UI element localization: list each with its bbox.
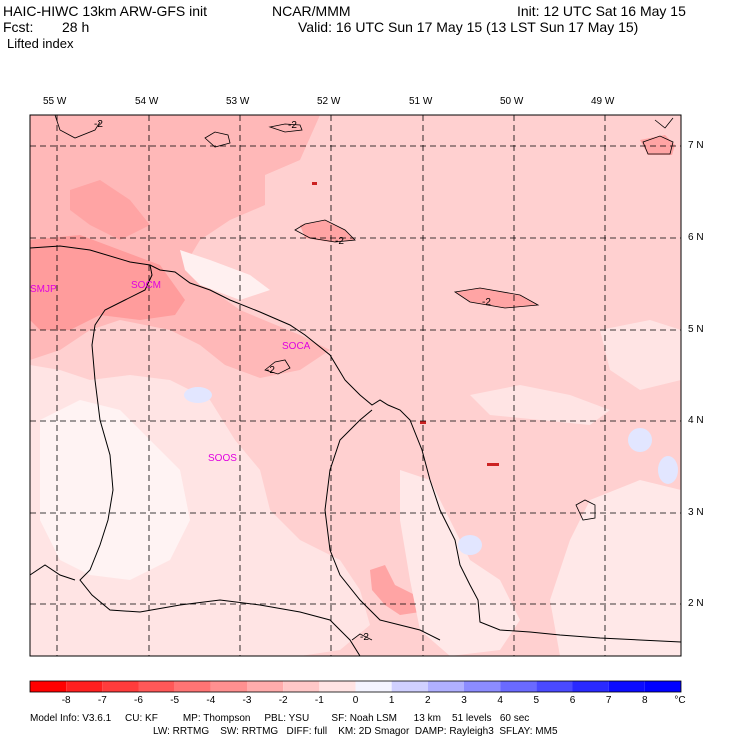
field-deep-pink-west [30, 235, 185, 330]
colorbar-swatch-6 [247, 681, 284, 692]
field-pale-far-east [600, 320, 681, 390]
colorbar-tick-label: 4 [497, 695, 503, 706]
forecast-hours: 28 h [62, 19, 90, 35]
institution: NCAR/MMM [272, 3, 351, 19]
init-time: Init: 12 UTC Sat 16 May 15 [517, 3, 686, 19]
contour-label-4: -2 [482, 297, 491, 308]
contour-lines [54, 114, 674, 641]
shaded-field [30, 115, 681, 656]
contour-label-5: -2 [266, 365, 275, 376]
colorbar-tick-label: -2 [278, 695, 288, 706]
lat-label-3n: 3 N [688, 507, 704, 518]
colorbar-swatch-2 [102, 681, 139, 692]
lat-label-5n: 5 N [688, 324, 704, 335]
lon-label-51w: 51 W [409, 96, 433, 107]
colorbar-tick-label: 3 [461, 695, 467, 706]
colorbar-unit: °C [674, 695, 686, 706]
map-frame [29, 114, 682, 657]
lon-label-53w: 53 W [226, 96, 250, 107]
lon-label-52w: 52 W [317, 96, 341, 107]
footer-physics: LW: RRTMG SW: RRTMG DIFF: full KM: 2D Sm… [153, 726, 558, 737]
colorbar-tick-label: 7 [605, 695, 612, 706]
country-borders [29, 245, 682, 657]
contour-label-3: -2 [335, 236, 344, 247]
colorbar-tick-label: -6 [134, 695, 143, 706]
colorbar-tick-label: -4 [206, 695, 216, 706]
colorbar-swatch-3 [138, 681, 175, 692]
colorbar-tick-label: -1 [314, 695, 324, 706]
colorbar-tick-label: -5 [170, 695, 180, 706]
colorbar-swatch-12 [464, 681, 501, 692]
field-dot-b [312, 182, 317, 185]
field-patch-b [455, 288, 538, 308]
field-patch-a [300, 220, 355, 242]
colorbar-tick-label: -8 [61, 695, 71, 706]
colorbar-frame [29, 680, 682, 693]
colorbar-swatch-16 [608, 681, 645, 692]
station-soos: SOOS [208, 453, 237, 464]
field-name: Lifted index [7, 36, 74, 51]
colorbar-tick-label: 0 [352, 695, 359, 706]
contour-label-2: -2 [288, 120, 297, 131]
station-soca: SOCA [282, 341, 311, 352]
field-near-white-b [180, 250, 270, 300]
colorbar-swatch-13 [500, 681, 537, 692]
colorbar-swatch-1 [66, 681, 103, 692]
footer-model-info: Model Info: V3.6.1 CU: KF MP: Thompson P… [30, 713, 530, 724]
model-title: HAIC-HIWC 13km ARW-GFS init [3, 3, 208, 19]
colorbar-swatch-15 [572, 681, 609, 692]
lat-label-7n: 7 N [688, 140, 704, 151]
colorbar [29, 680, 682, 693]
colorbar-swatch-7 [283, 681, 320, 692]
lon-label-54w: 54 W [135, 96, 159, 107]
field-pale-east [470, 385, 610, 425]
field-dot-c [420, 421, 426, 424]
station-smjp: SMJP [30, 284, 57, 295]
lon-label-49w: 49 W [591, 96, 615, 107]
lat-lon-grid [30, 115, 681, 656]
colorbar-swatch-10 [391, 681, 428, 692]
colorbar-tick-label: -7 [97, 695, 107, 706]
colorbar-swatch-17 [644, 681, 681, 692]
lat-label-6n: 6 N [688, 232, 704, 243]
colorbar-tick-label: 5 [533, 695, 540, 706]
colorbar-tick-label: 6 [569, 695, 576, 706]
field-patch-c [370, 565, 420, 615]
colorbar-tick-label: -3 [242, 695, 252, 706]
colorbar-swatch-9 [355, 681, 392, 692]
colorbar-swatch-14 [536, 681, 573, 692]
colorbar-swatch-4 [174, 681, 211, 692]
colorbar-tick-label: 8 [642, 695, 648, 706]
contour-label-1: -2 [94, 119, 103, 130]
field-blue-tint-b [458, 535, 482, 555]
contour-label-6: -2 [360, 632, 369, 643]
lon-label-50w: 50 W [500, 96, 524, 107]
field-blue-tint-d [658, 456, 678, 484]
field-near-white-a [40, 400, 190, 580]
colorbar-tick-label: 2 [425, 695, 431, 706]
field-deep-pink-north [70, 180, 150, 240]
forecast-label: Fcst: [3, 19, 34, 35]
lat-label-2n: 2 N [688, 598, 704, 609]
lat-label-4n: 4 N [688, 415, 704, 426]
station-socm: SOCM [131, 280, 161, 291]
field-blue-tint-c [628, 428, 652, 452]
field-pale-southeast [550, 480, 681, 656]
field-blue-tint-a [184, 387, 212, 403]
colorbar-swatch-0 [30, 681, 67, 692]
colorbar-tick-label: 1 [388, 695, 395, 706]
colorbar-swatch-8 [319, 681, 356, 692]
colorbar-swatch-5 [210, 681, 247, 692]
lon-label-55w: 55 W [43, 96, 67, 107]
field-dot-a [487, 463, 499, 466]
colorbar-swatch-11 [427, 681, 464, 692]
valid-time: Valid: 16 UTC Sun 17 May 15 (13 LST Sun … [298, 19, 639, 35]
